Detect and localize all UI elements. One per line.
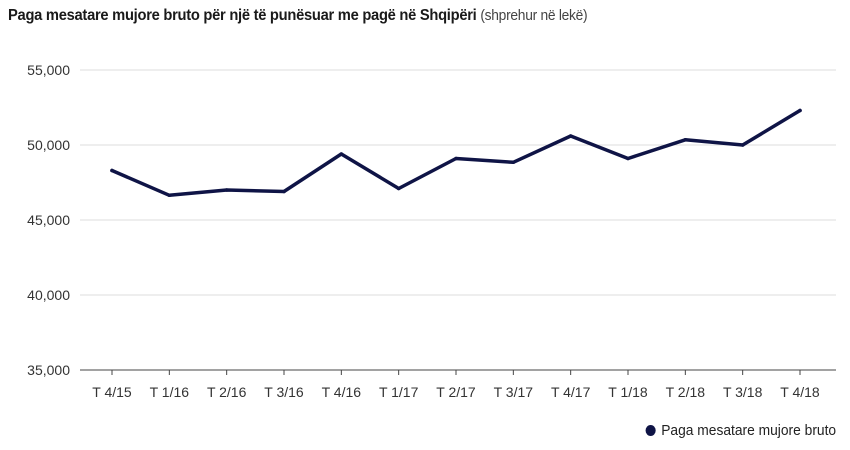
- x-axis: T 4/15 T 1/16 T 2/16 T 3/16 T 4/16 T 1/17 T 2/…: [80, 369, 836, 400]
- data-point: [568, 134, 573, 138]
- data-series: [110, 108, 802, 198]
- y-tick-label: 40,000: [27, 287, 70, 303]
- x-tick-label: T 1/18: [608, 384, 648, 400]
- data-point: [626, 156, 630, 161]
- data-point: [339, 152, 344, 156]
- chart-title-main: Paga mesatare mujore bruto për një të pu…: [8, 7, 477, 24]
- x-tick-label: T 4/18: [780, 384, 820, 400]
- legend-label: Paga mesatare mujore bruto: [661, 422, 836, 439]
- y-tick-label: 55,000: [27, 62, 70, 78]
- x-tick-label: T 2/18: [666, 384, 706, 400]
- y-tick-label: 45,000: [27, 212, 70, 228]
- data-point: [224, 188, 229, 192]
- x-tick-label: T 3/16: [264, 384, 304, 400]
- x-tick-label: T 4/15: [92, 384, 132, 400]
- data-point: [683, 137, 688, 142]
- gridlines: [80, 69, 836, 296]
- x-tick-label: T 4/17: [551, 384, 591, 400]
- y-tick-label: 35,000: [27, 362, 70, 378]
- x-tick-label: T 2/17: [436, 384, 476, 400]
- chart-title: Paga mesatare mujore bruto për një të pu…: [8, 7, 588, 25]
- series-line: [110, 108, 802, 198]
- x-tick-label: T 1/17: [379, 384, 419, 400]
- y-tick-label: 50,000: [27, 137, 70, 153]
- y-axis-ticks: 35,000 40,000 45,000 50,000 55,000: [27, 62, 70, 378]
- data-point: [167, 193, 172, 198]
- x-tick-label: T 4/16: [322, 384, 362, 400]
- data-point: [740, 143, 745, 147]
- data-point: [798, 108, 802, 113]
- data-point: [110, 168, 114, 173]
- data-point: [396, 186, 401, 191]
- data-point: [511, 160, 516, 165]
- chart-title-unit: (shprehur në lekë): [480, 7, 588, 24]
- x-tick-label: T 1/16: [150, 384, 190, 400]
- x-tick-label: T 3/17: [494, 384, 534, 400]
- x-tick-label: T 2/16: [207, 384, 247, 400]
- data-point: [282, 189, 286, 194]
- data-point: [454, 156, 458, 161]
- x-tick-label: T 3/18: [723, 384, 763, 400]
- legend-marker: [645, 425, 656, 436]
- legend: Paga mesatare mujore bruto: [645, 422, 836, 439]
